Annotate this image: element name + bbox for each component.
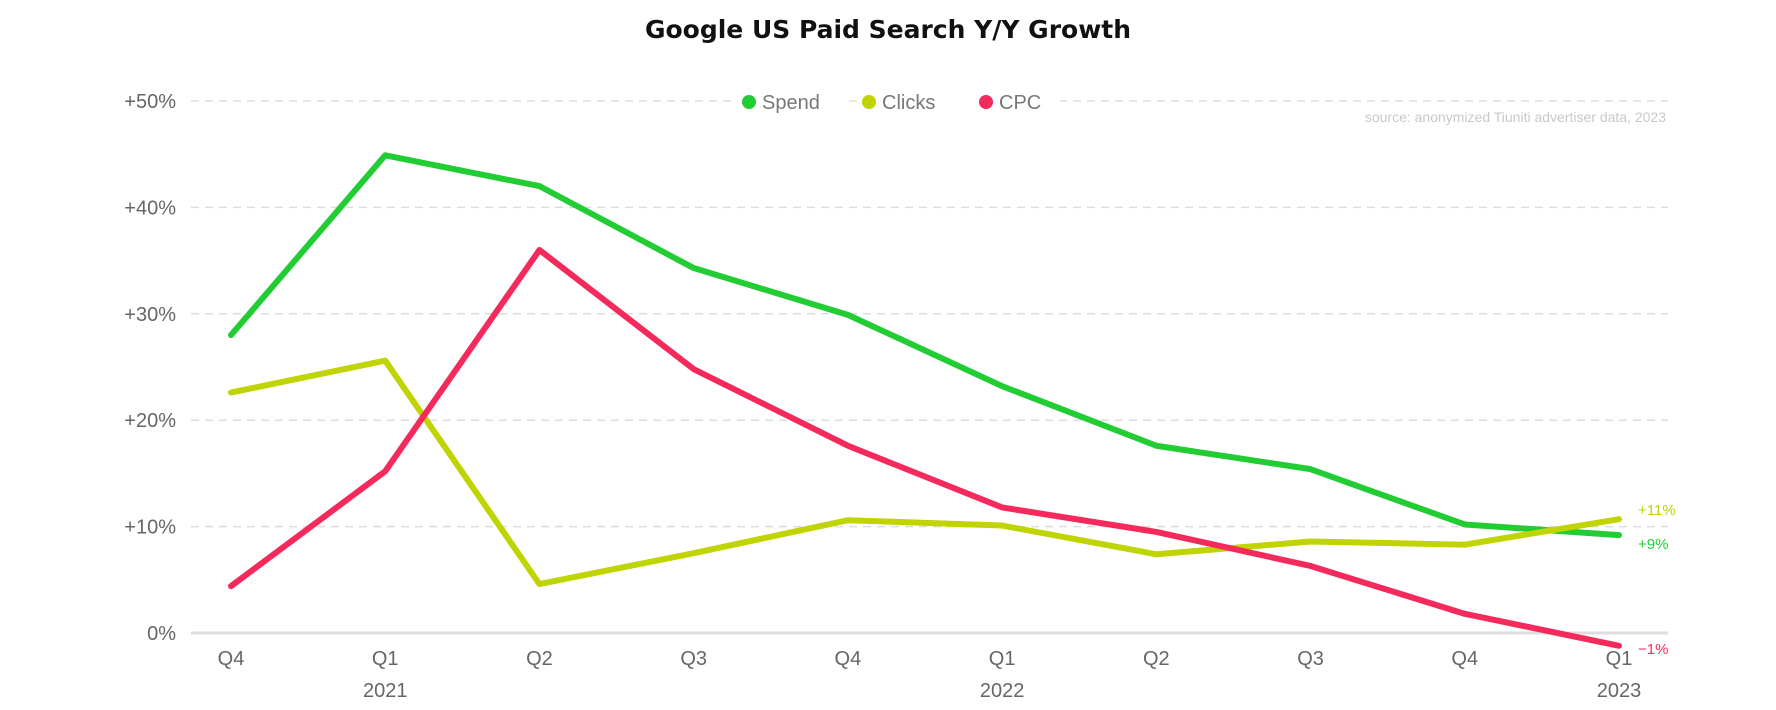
y-tick-label: +20% (124, 410, 176, 432)
end-label-clicks: +11% (1638, 502, 1676, 519)
legend-marker-spend (742, 95, 756, 109)
x-year-label: 2023 (1597, 680, 1642, 702)
x-tick-label: Q4 (835, 648, 862, 670)
series-line-spend (228, 152, 1622, 539)
x-tick-label: Q2 (526, 648, 553, 670)
x-tick-label: Q2 (1143, 648, 1170, 670)
y-tick-label: 0% (147, 623, 176, 645)
x-tick-label: Q1 (1606, 648, 1633, 670)
x-year-label: 2022 (980, 680, 1025, 702)
series-line-cpc (228, 246, 1622, 649)
x-tick-label: Q3 (1297, 648, 1324, 670)
y-tick-label: +30% (124, 304, 176, 326)
legend-marker-cpc (979, 95, 993, 109)
end-label-spend: +9% (1638, 536, 1668, 553)
y-tick-label: +10% (124, 517, 176, 539)
y-tick-label: +50% (124, 91, 176, 113)
legend-label-spend: Spend (762, 92, 820, 114)
legend-label-clicks: Clicks (882, 92, 935, 114)
y-tick-label: +40% (124, 197, 176, 219)
x-tick-label: Q1 (989, 648, 1016, 670)
legend-marker-clicks (862, 95, 876, 109)
x-tick-label: Q4 (218, 648, 245, 670)
legend-background (857, 86, 973, 116)
legend-label-cpc: CPC (999, 92, 1041, 114)
x-year-label: 2021 (363, 680, 408, 702)
x-tick-label: Q1 (372, 648, 399, 670)
source-note: source: anonymized Tiuniti advertiser da… (1365, 109, 1666, 125)
chart-title: Google US Paid Search Y/Y Growth (645, 15, 1131, 44)
series-line-clicks (228, 357, 1622, 588)
end-label-cpc: −1% (1638, 641, 1668, 658)
x-tick-label: Q3 (680, 648, 707, 670)
x-tick-label: Q4 (1451, 648, 1478, 670)
